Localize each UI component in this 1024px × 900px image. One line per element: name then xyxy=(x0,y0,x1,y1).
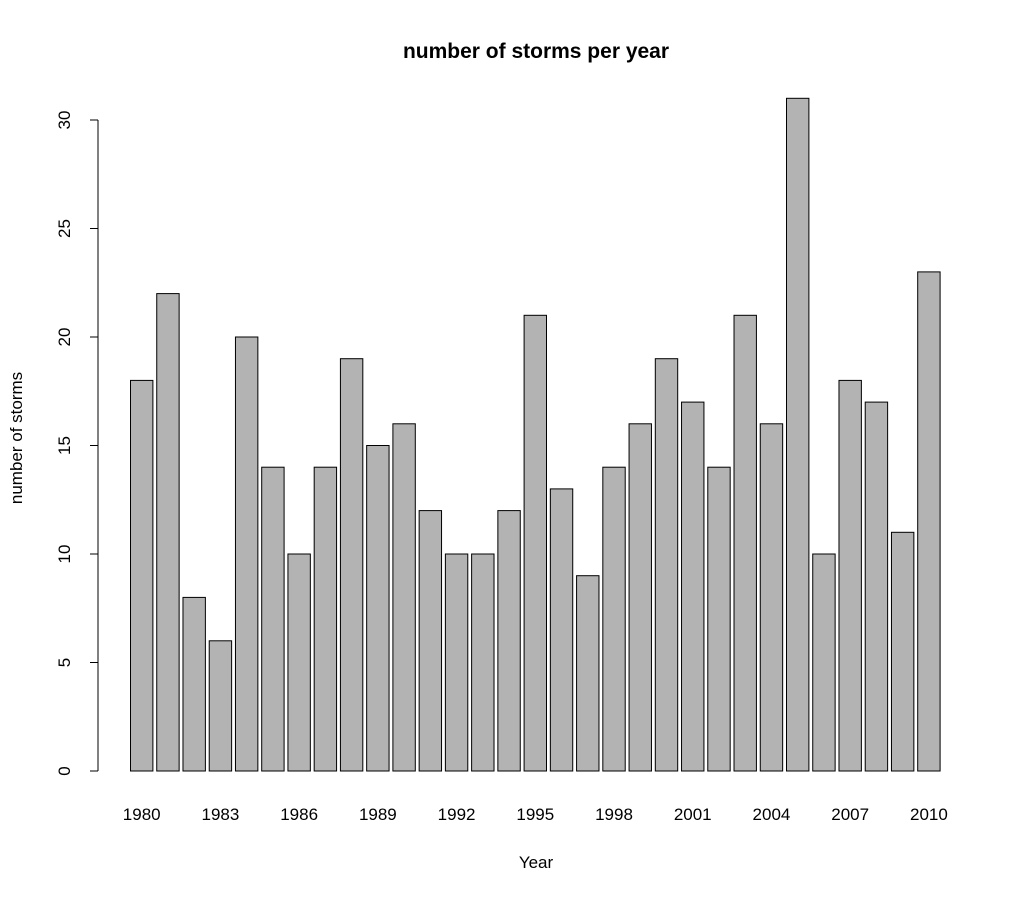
bar-1983 xyxy=(208,640,233,772)
bar-1991 xyxy=(418,510,443,772)
bar-2010 xyxy=(917,271,941,772)
bar-1985 xyxy=(261,466,285,772)
x-tick-label: 1998 xyxy=(595,805,633,824)
bar-2005 xyxy=(786,97,810,772)
bar-1996 xyxy=(549,488,574,772)
bar-2001 xyxy=(681,401,705,772)
y-tick-label: 30 xyxy=(55,111,74,130)
bar-2009 xyxy=(890,531,915,772)
bar-2004 xyxy=(759,423,784,772)
y-tick-label: 5 xyxy=(55,658,74,667)
x-tick-label: 1992 xyxy=(438,805,476,824)
bar-1992 xyxy=(444,553,469,772)
bar-1995 xyxy=(523,314,547,772)
bar-1997 xyxy=(576,575,600,772)
bar-1984 xyxy=(234,336,259,772)
x-tick-label: 2007 xyxy=(831,805,869,824)
x-axis-tick-labels: 1980 1983 1986 1989 1992 1995 1998 2001 2004 2007… xyxy=(123,805,948,824)
bar-1990 xyxy=(392,423,416,772)
y-tick-label: 10 xyxy=(55,545,74,564)
y-tick-label: 20 xyxy=(55,328,74,347)
bar-2003 xyxy=(733,314,757,772)
bar-1989 xyxy=(366,445,390,772)
y-axis-ticks: 0 5 10 15 20 25 30 xyxy=(55,111,98,776)
bar-1982 xyxy=(182,596,206,772)
y-axis-label: number of storms xyxy=(7,372,26,504)
x-tick-label: 2004 xyxy=(753,805,791,824)
y-tick-label: 15 xyxy=(55,436,74,455)
bar-1981 xyxy=(156,293,180,772)
bar-1999 xyxy=(628,423,652,772)
x-axis-label: Year xyxy=(519,853,554,872)
bar-2007 xyxy=(838,379,862,772)
x-tick-label: 1995 xyxy=(516,805,554,824)
bar-1993 xyxy=(471,553,495,772)
bar-1986 xyxy=(287,553,311,772)
bars-group xyxy=(130,97,941,772)
x-tick-label: 2010 xyxy=(910,805,948,824)
bar-1998 xyxy=(602,466,626,772)
y-tick-label: 25 xyxy=(55,219,74,238)
bar-2002 xyxy=(707,466,731,772)
bar-1988 xyxy=(339,358,364,772)
y-tick-label: 0 xyxy=(55,766,74,775)
bar-2006 xyxy=(812,553,836,772)
x-tick-label: 2001 xyxy=(674,805,712,824)
bar-1987 xyxy=(313,466,338,772)
x-tick-label: 1986 xyxy=(280,805,318,824)
x-tick-label: 1989 xyxy=(359,805,397,824)
bar-1994 xyxy=(497,510,521,772)
bar-1980 xyxy=(130,379,154,772)
x-tick-label: 1983 xyxy=(202,805,240,824)
bar-2008 xyxy=(864,401,889,772)
chart-title: number of storms per year xyxy=(403,40,669,63)
x-tick-label: 1980 xyxy=(123,805,161,824)
bar-2000 xyxy=(654,358,679,772)
